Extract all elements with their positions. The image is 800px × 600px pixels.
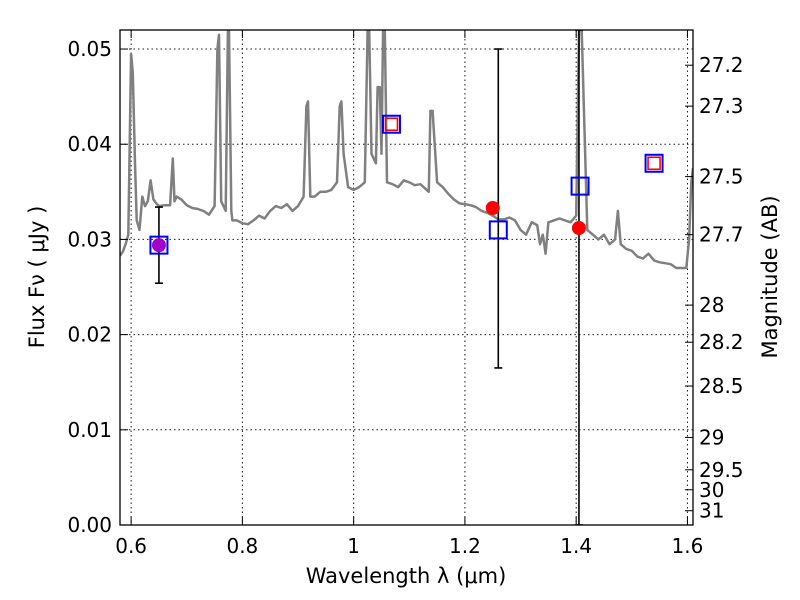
red-open-square-marker	[384, 117, 399, 132]
y-tick-label: 0.03	[67, 227, 112, 251]
y2-tick-label: 29.5	[699, 458, 744, 482]
plot-content	[120, 30, 693, 525]
y2-tick-label: 28.5	[699, 374, 744, 398]
blue-open-square-marker	[381, 114, 401, 134]
y2-tick-label: 27.5	[699, 165, 744, 189]
y2-tick-label: 28.2	[699, 330, 744, 354]
x-tick-label: 0.6	[115, 534, 147, 558]
y-tick-label: 0.01	[67, 418, 112, 442]
y-tick-label: 0.02	[67, 323, 112, 347]
y2-tick-label: 28	[699, 293, 724, 317]
x-axis-label: Wavelength λ (μm)	[306, 564, 507, 588]
y2-tick-label: 27.2	[699, 53, 744, 77]
data-point-circle	[485, 201, 500, 216]
blue-open-square-marker	[644, 153, 664, 173]
y2-tick-label: 29	[699, 425, 724, 449]
y-axis-label: Flux Fν ( μJy )	[25, 206, 49, 349]
plot-frame	[119, 29, 694, 526]
y2-axis-label: Magnitude (AB)	[758, 195, 782, 358]
spectrum-line	[120, 30, 693, 270]
x-tick-label: 1	[347, 534, 360, 558]
y-axis: 0.00 0.01 0.02 0.03 0.04 0.05	[67, 37, 128, 537]
y-tick-label: 0.04	[67, 132, 112, 156]
x-tick-label: 1.4	[560, 534, 592, 558]
x-tick-label: 1.6	[672, 534, 704, 558]
x-axis: 0.6 0.8 1 1.2 1.4 1.6	[115, 30, 703, 558]
y-tick-label: 0.00	[67, 513, 112, 537]
blue-open-square-marker	[488, 220, 508, 240]
y2-tick-label: 31	[699, 499, 724, 523]
y2-tick-label: 27.7	[699, 223, 744, 247]
y2-tick-label: 27.3	[699, 94, 744, 118]
blue-open-square-marker	[570, 176, 590, 196]
red-open-square-marker	[647, 156, 661, 171]
blue-open-square-marker	[149, 235, 169, 255]
data-point-circle	[151, 238, 166, 253]
data-point-circle	[571, 221, 586, 235]
y-tick-label: 0.05	[67, 37, 112, 61]
x-tick-label: 0.8	[226, 534, 258, 558]
y2-tick-label: 30	[699, 478, 724, 502]
x-tick-label: 1.2	[449, 534, 481, 558]
